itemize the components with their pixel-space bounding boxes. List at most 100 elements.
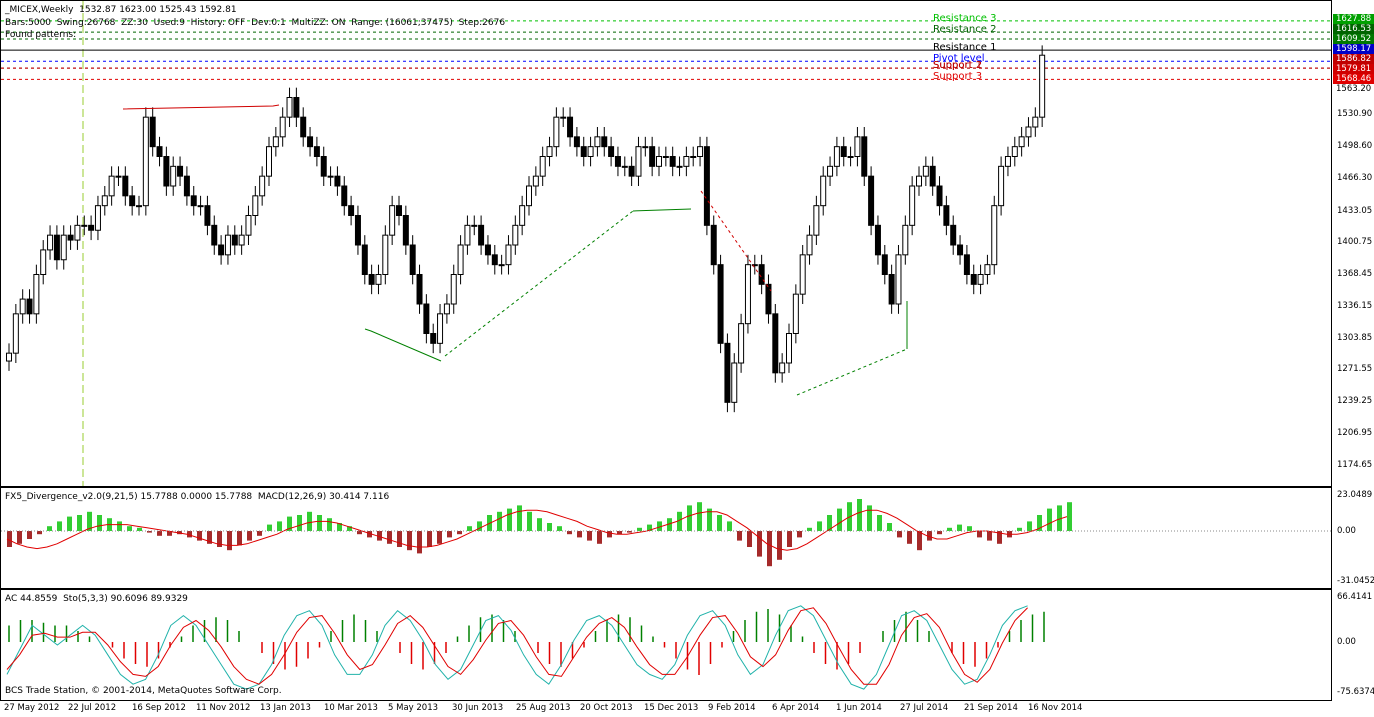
candle-body: [731, 362, 738, 403]
macd-bar: [777, 531, 782, 560]
date-tick: 9 Feb 2014: [708, 703, 756, 713]
candle-body: [847, 156, 854, 158]
price-tick: 1433.05: [1337, 205, 1373, 216]
macd-bar: [677, 511, 682, 531]
candle-body: [108, 175, 115, 197]
macd-bar: [577, 531, 582, 538]
candle-body: [307, 136, 314, 148]
candle-body: [416, 274, 423, 305]
macd-bar: [367, 531, 372, 538]
candle-body: [53, 234, 60, 261]
macd-bar: [187, 531, 192, 538]
candle-body: [642, 146, 649, 149]
candle-body: [827, 165, 834, 177]
macd-bar: [227, 531, 232, 551]
candle-body: [163, 156, 170, 187]
ac-stoch-pane[interactable]: AC 44.8559 Sto(5,3,3) 90.6096 89.9329 BC…: [0, 589, 1332, 701]
candle-body: [129, 195, 136, 207]
candle-body: [190, 195, 197, 207]
macd-bar: [597, 531, 602, 544]
candle-body: [656, 156, 662, 167]
candle-body: [368, 274, 375, 285]
candle-body: [40, 249, 47, 276]
candle-body: [348, 205, 355, 217]
macd-bar: [737, 531, 742, 541]
candle-body: [183, 175, 190, 197]
macd-bar: [407, 531, 412, 551]
date-tick: 16 Nov 2014: [1028, 703, 1083, 713]
macd-bar: [927, 531, 932, 541]
candle-body: [786, 333, 792, 364]
macd-bar: [157, 531, 162, 536]
candle-body: [423, 303, 430, 334]
candle-body: [396, 205, 402, 217]
candle-body: [833, 146, 840, 167]
divergence-pane[interactable]: FX5_Divergence_v2.0(9,21,5) 15.7788 0.00…: [0, 487, 1332, 589]
date-tick: 27 Jul 2014: [900, 703, 949, 713]
candle-body: [266, 146, 272, 177]
macd-bar: [47, 526, 52, 531]
candle-body: [929, 165, 936, 187]
macd-bar: [787, 531, 792, 547]
macd-bar: [617, 531, 622, 535]
candle-body: [888, 274, 895, 305]
level-label: Pivot level: [933, 53, 985, 65]
ac-scale-zero: 0.00: [1337, 637, 1356, 647]
candle-body: [478, 224, 485, 246]
candle-body: [218, 244, 225, 256]
candle-body: [861, 136, 868, 177]
candle-body: [751, 264, 758, 267]
candle-body: [471, 224, 478, 227]
macd-bar: [537, 518, 542, 531]
candle-body: [156, 146, 163, 158]
candle-body: [628, 165, 635, 177]
macd-bar: [667, 518, 672, 531]
candle-body: [341, 185, 348, 207]
price-chart-pane[interactable]: _MICEX,Weekly 1532.87 1623.00 1525.43 15…: [0, 0, 1332, 487]
macd-bar: [337, 523, 342, 531]
price-tick: 1271.55: [1337, 364, 1373, 375]
candle-body: [245, 215, 252, 236]
candle-body: [799, 254, 806, 295]
candle-body: [19, 298, 26, 315]
candle-body: [662, 156, 669, 158]
candle-body: [943, 205, 950, 226]
macd-bar: [567, 531, 572, 535]
macd-bar: [67, 516, 72, 531]
candle-body: [197, 205, 204, 208]
macd-bar: [377, 531, 382, 541]
candle-body: [998, 165, 1005, 207]
candle-body: [142, 116, 149, 207]
candle-body: [115, 175, 122, 178]
macd-bar: [167, 531, 172, 536]
macd-bar: [727, 521, 732, 531]
candle-body: [922, 165, 929, 177]
candle-body: [526, 185, 532, 207]
macd-bar: [837, 508, 842, 531]
candle-body: [1039, 54, 1046, 118]
candle-body: [1004, 156, 1011, 167]
price-tag: 1616.53: [1333, 24, 1374, 34]
candle-body: [437, 313, 444, 344]
macd-bar: [827, 515, 832, 531]
ac-stochastic-indicator: [6, 605, 1045, 690]
macd-bar: [767, 531, 772, 567]
candle-body: [608, 146, 615, 158]
macd-bar: [307, 511, 312, 531]
candle-body: [320, 156, 327, 177]
candle-body: [177, 165, 184, 177]
macd-bar: [1057, 505, 1062, 531]
macd-bar: [817, 521, 822, 531]
macd-bar: [447, 531, 452, 538]
macd-bar: [877, 515, 882, 531]
macd-bar: [297, 515, 302, 531]
candle-body: [649, 146, 656, 167]
macd-bar: [197, 531, 202, 541]
macd-bar: [917, 531, 922, 551]
price-tick: 1174.65: [1337, 459, 1373, 470]
candle-body: [916, 175, 922, 187]
date-tick: 21 Sep 2014: [964, 703, 1018, 713]
date-tick: 10 Mar 2013: [324, 703, 378, 713]
price-tick: 1498.60: [1337, 141, 1373, 152]
macd-bar: [997, 531, 1002, 544]
